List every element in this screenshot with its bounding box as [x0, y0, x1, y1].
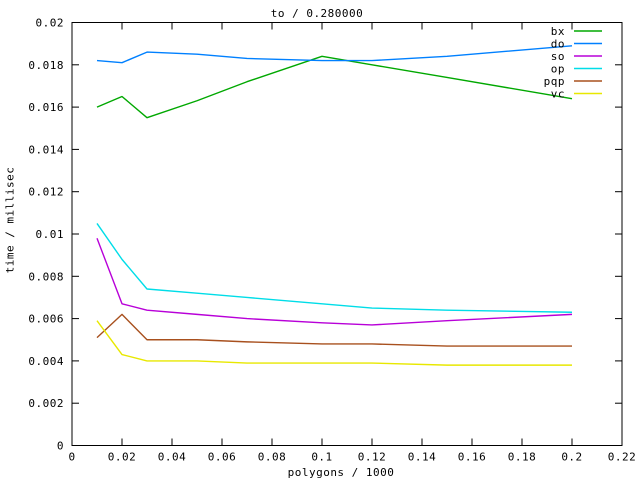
series-line-vc — [96, 320, 572, 366]
legend-label-pqp: pqp — [544, 75, 565, 88]
y-tick-label: 0.02 — [36, 17, 65, 30]
x-tick-label: 0.02 — [108, 451, 137, 464]
x-tick-label: 0.1 — [311, 451, 332, 464]
x-tick-label: 0.08 — [258, 451, 287, 464]
x-tick-label: 0.14 — [408, 451, 437, 464]
x-tick-label: 0.18 — [508, 451, 537, 464]
chart-title: to / 0.280000 — [270, 7, 364, 20]
x-tick-label: 0.2 — [561, 451, 582, 464]
y-tick-label: 0.012 — [28, 186, 64, 199]
legend-label-do: do — [551, 38, 565, 51]
x-tick-label: 0.22 — [608, 451, 637, 464]
series-line-op — [96, 223, 573, 313]
legend-label-bx: bx — [551, 25, 565, 38]
y-tick-label: 0.004 — [28, 355, 64, 368]
y-tick-label: 0.018 — [28, 59, 64, 72]
y-axis-label: time / millisec — [3, 166, 17, 274]
x-tick-label: 0.04 — [158, 451, 187, 464]
series-line-pqp — [96, 313, 572, 347]
legend-label-so: so — [551, 50, 565, 63]
legend-label-op: op — [551, 63, 565, 76]
x-tick-label: 0 — [68, 451, 75, 464]
y-tick-label: 0.002 — [28, 397, 64, 410]
y-tick-label: 0.016 — [28, 101, 64, 114]
x-tick-label: 0.12 — [358, 451, 387, 464]
x-axis-label: polygons / 1000 — [287, 466, 395, 479]
y-tick-label: 0.008 — [28, 270, 64, 283]
x-tick-label: 0.16 — [458, 451, 487, 464]
y-tick-label: 0.01 — [36, 228, 65, 241]
plot-border — [71, 22, 623, 446]
series-line-bx — [96, 55, 573, 119]
legend-label-vc: vc — [551, 88, 565, 101]
y-tick-label: 0.006 — [28, 313, 64, 326]
series-line-so — [96, 237, 573, 326]
y-tick-label: 0.014 — [28, 143, 64, 156]
series-line-do — [96, 45, 573, 64]
y-tick-label: 0 — [57, 440, 64, 453]
x-tick-label: 0.06 — [208, 451, 237, 464]
